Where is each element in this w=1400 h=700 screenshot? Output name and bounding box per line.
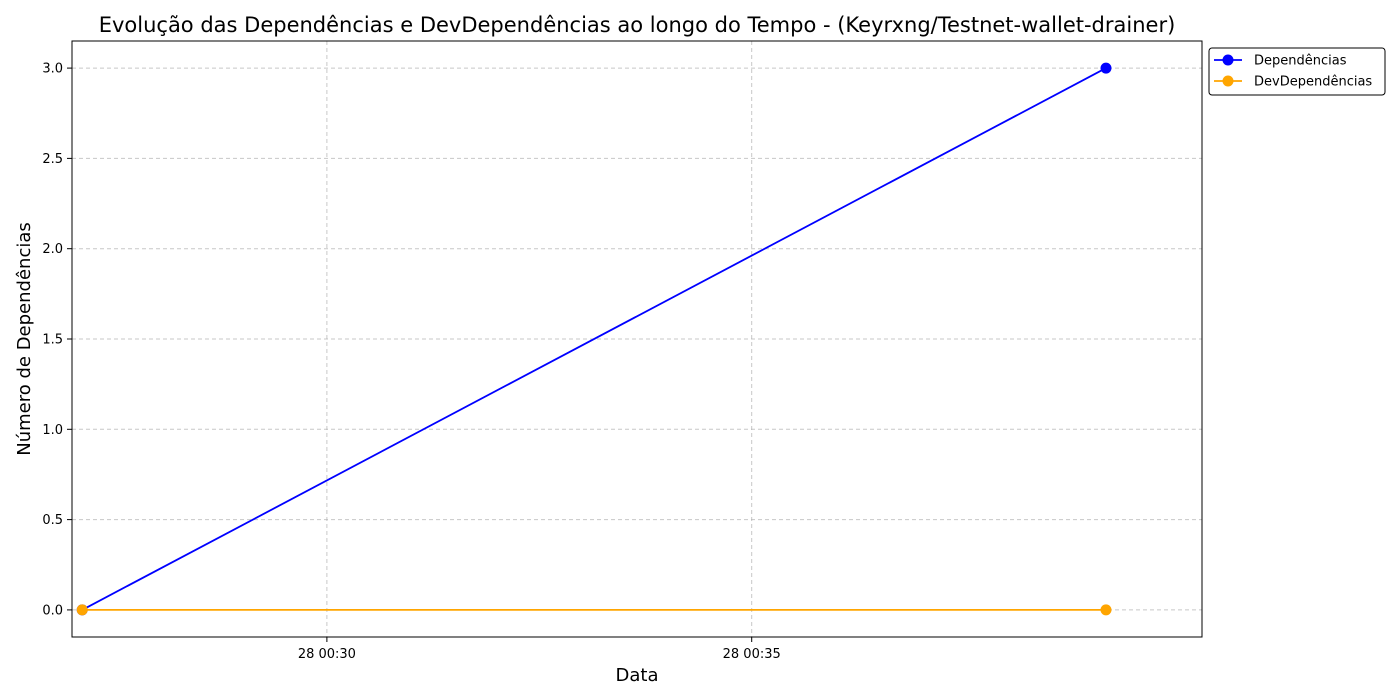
chart-title: Evolução das Dependências e DevDependênc…	[99, 13, 1176, 37]
series-1-line	[81, 67, 1107, 611]
x-tick-label: 28 00:30	[298, 647, 356, 662]
axis-ticks: 0.0 0.5 1.0 1.5 2.0 2.5 3.0 28 00:30 28 00:35	[42, 62, 780, 662]
y-tick-label: 2.0	[42, 242, 63, 257]
y-tick-label: 1.0	[42, 423, 63, 438]
y-tick-label: 2.5	[42, 152, 63, 167]
y-tick-label: 0.5	[42, 513, 63, 528]
y-tick-label: 3.0	[42, 62, 63, 77]
legend-swatch-marker	[1222, 54, 1234, 66]
series-2-point	[1100, 604, 1112, 616]
series-layer	[76, 62, 1112, 616]
y-axis-label: Número de Dependências	[14, 222, 35, 456]
x-tick-label: 28 00:35	[723, 647, 781, 662]
grid-lines	[72, 41, 1202, 637]
series-2-point	[76, 604, 88, 616]
legend-frame	[1208, 47, 1386, 96]
legend: Dependências DevDependências	[1208, 47, 1386, 96]
x-axis-label: Data	[616, 665, 659, 686]
y-tick-label: 1.5	[42, 333, 63, 348]
legend-label: Dependências	[1254, 54, 1347, 69]
legend-swatch-marker	[1222, 75, 1234, 87]
legend-label: DevDependências	[1254, 75, 1372, 90]
y-tick-label: 0.0	[42, 603, 63, 618]
series-1-point	[1100, 62, 1112, 74]
